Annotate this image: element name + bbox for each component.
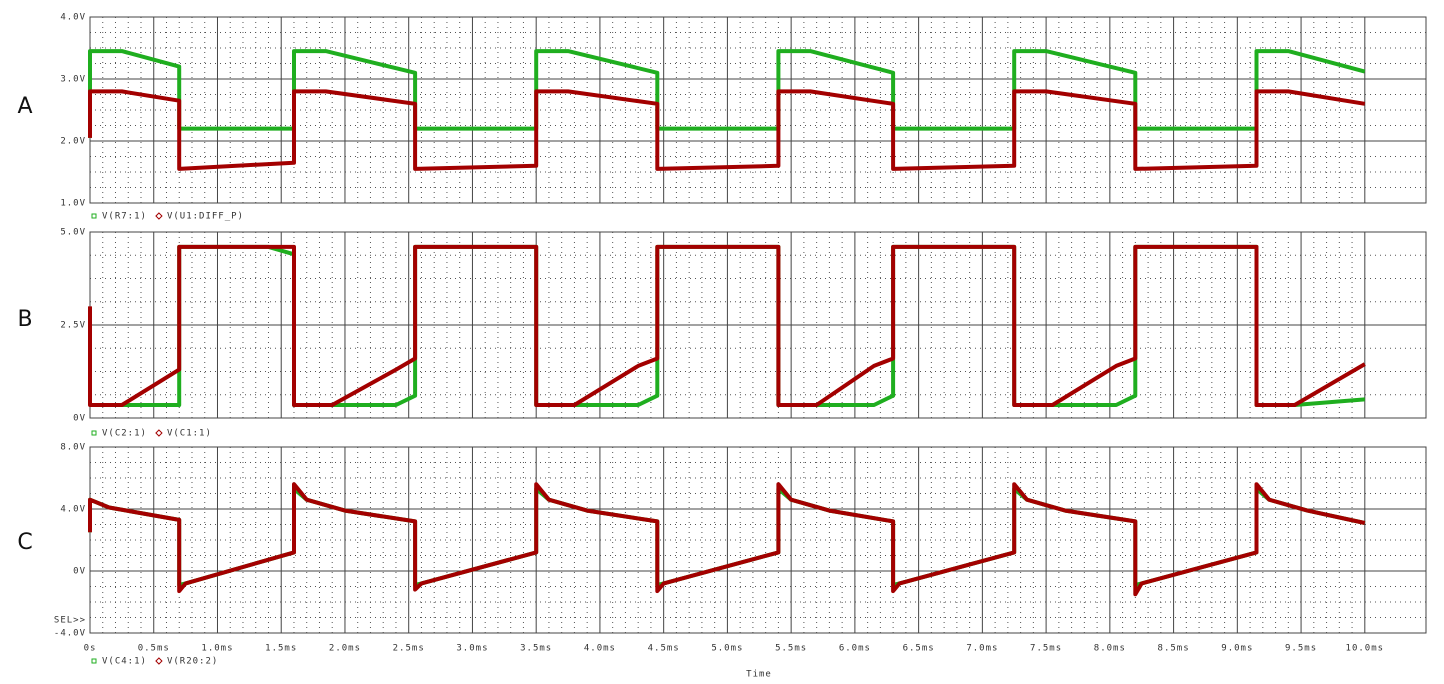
x-tick-label: 7.0ms [966,644,998,654]
x-tick-label: 5.0ms [711,644,743,654]
x-tick-label: 8.0ms [1094,644,1126,654]
x-tick-label: 1.0ms [201,644,233,654]
x-tick-label: 3.5ms [520,644,552,654]
legend-marker [155,657,163,665]
x-axis-label: Time [746,670,772,680]
legend-label: V(R7:1) [102,212,147,222]
x-tick-label: 6.5ms [903,644,935,654]
x-tick-label: 2.0ms [329,644,361,654]
x-tick-label: 1.5ms [265,644,297,654]
x-tick-label: 6.0ms [839,644,871,654]
series-line [88,244,1366,407]
legend-marker [91,213,97,219]
annotation: SEL>> [54,616,86,626]
x-tick-label: 9.5ms [1285,644,1317,654]
y-tick-label: 5.0V [60,228,86,238]
series-line [88,482,1366,597]
panel-label: A [17,94,32,119]
legend-label: V(R20:2) [167,657,218,667]
legend-label: V(C2:1) [102,429,147,439]
x-tick-label: 0.5ms [138,644,170,654]
y-tick-label: 4.0V [60,13,86,23]
legend-marker [91,430,97,436]
plot-frame [89,446,1427,634]
legend-marker [155,429,163,437]
legend-label: V(C4:1) [102,657,147,667]
x-tick-label: 4.5ms [648,644,680,654]
panel-label: C [17,530,32,555]
x-tick-label: 9.0ms [1221,644,1253,654]
legend-marker [155,212,163,220]
legend-label: V(U1:DIFF_P) [167,212,244,222]
y-tick-label: 4.0V [60,505,86,515]
y-tick-label: 2.5V [60,321,86,331]
series-line [88,89,1366,171]
y-tick-label: 8.0V [60,443,86,453]
x-tick-label: 7.5ms [1030,644,1062,654]
x-tick-label: 0s [84,644,97,654]
panel-label: B [17,307,32,332]
y-tick-label: 1.0V [60,199,86,209]
x-tick-label: 5.5ms [775,644,807,654]
y-tick-label: 2.0V [60,137,86,147]
x-tick-label: 2.5ms [393,644,425,654]
legend-label: V(C1:1) [167,429,212,439]
x-tick-label: 10.0ms [1346,644,1385,654]
y-tick-label: 0V [73,414,86,424]
x-tick-label: 8.5ms [1158,644,1190,654]
x-tick-label: 3.0ms [456,644,488,654]
y-tick-label: -4.0V [54,629,86,639]
y-tick-label: 3.0V [60,75,86,85]
legend-marker [91,658,97,664]
y-tick-label: 0V [73,567,86,577]
x-tick-label: 4.0ms [584,644,616,654]
